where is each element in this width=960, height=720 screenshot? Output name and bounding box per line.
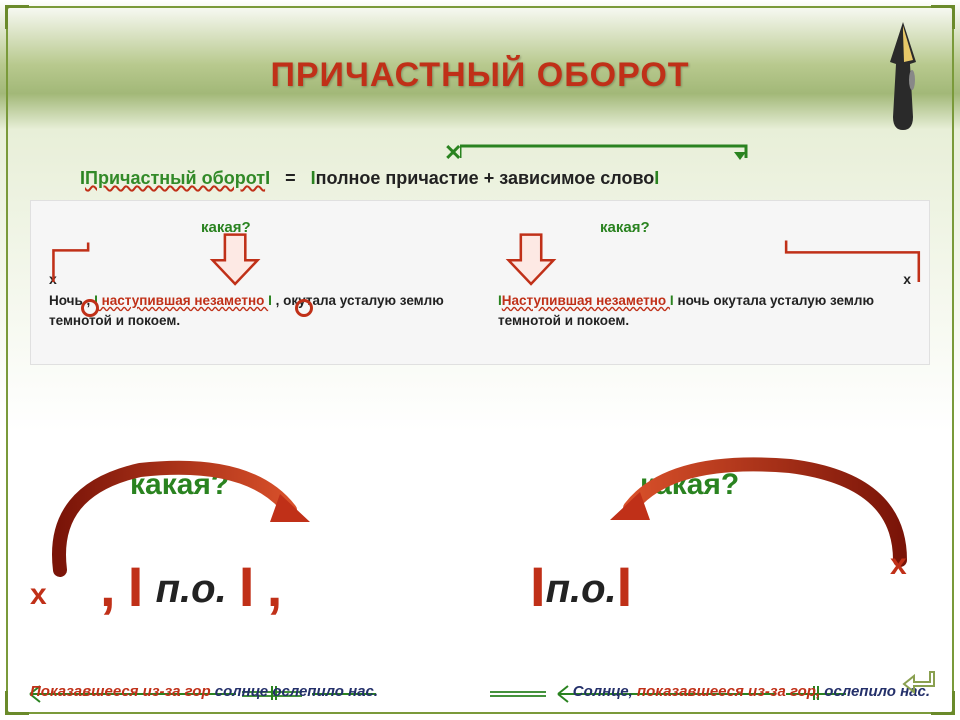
- panel-left: какая? х Ночь , I наступившая незаметно …: [31, 201, 480, 364]
- bar-l2: I: [268, 293, 272, 308]
- panel-right: какая? х IНаступившая незаметно I ночь о…: [480, 201, 929, 364]
- examples-panel: какая? х Ночь , I наступившая незаметно …: [30, 200, 930, 365]
- bar-r-2: I: [670, 293, 674, 308]
- sl-comma-1: ,: [100, 555, 116, 618]
- comma-circle-1: [81, 299, 99, 317]
- ex-r-po: Наступившая незаметно: [502, 293, 670, 308]
- br-1: Солнце,: [573, 683, 637, 700]
- x-right: х: [903, 269, 911, 290]
- formula-lhs: Причастный оборот: [85, 168, 265, 188]
- formula-row: IПричастный оборотI = Iполное причастие …: [80, 168, 900, 189]
- q-right: какая?: [600, 217, 650, 240]
- bottom-left-sentence: Показавшееся из-за гор солнце ослепило н…: [30, 683, 378, 700]
- formula-plus: +: [484, 168, 495, 188]
- panel-right-arrows: [480, 201, 929, 364]
- schema-left: какая? х , I п.о. I ,: [0, 450, 480, 680]
- br-hl: показавшееся из-за гор,: [637, 683, 820, 700]
- panel-left-arrows: [31, 201, 480, 364]
- corner-tl: [5, 5, 29, 29]
- sl-bar-2: I: [239, 555, 255, 618]
- corner-bl: [5, 691, 29, 715]
- schema-right: какая? Iп.о.I х: [480, 450, 960, 680]
- sl-bar-1: I: [128, 555, 144, 618]
- q-left: какая?: [201, 217, 251, 240]
- sl-po: п.о.: [156, 567, 227, 611]
- schema-left-q: какая?: [130, 468, 229, 502]
- bar-right: I: [265, 168, 270, 188]
- formula-rhs2: зависимое слово: [499, 168, 654, 188]
- schema-left-x: х: [30, 578, 47, 612]
- page-title: ПРИЧАСТНЫЙ ОБОРОТ: [0, 56, 960, 95]
- green-dependency-bracket: [460, 144, 748, 162]
- schema-left-line: , I п.о. I ,: [100, 550, 282, 615]
- sr-bar-2: I: [617, 555, 633, 618]
- schema-right-x: х: [890, 548, 907, 582]
- formula-rhs1: полное причастие: [316, 168, 479, 188]
- bar-r2: I: [654, 168, 659, 188]
- sr-bar-1: I: [530, 555, 546, 618]
- comma-circle-2: [295, 299, 313, 317]
- example-right-text: IНаступившая незаметно I ночь окутала ус…: [498, 291, 911, 332]
- schema-right-line: Iп.о.I: [530, 550, 632, 615]
- formula-eq: =: [285, 168, 296, 188]
- schema-right-q: какая?: [640, 468, 739, 502]
- bottom-right-sentence: Солнце, показавшееся из-за гор, ослепило…: [573, 683, 930, 700]
- ex-l-po: наступившая незаметно: [98, 293, 268, 308]
- sl-comma-2: ,: [267, 555, 283, 618]
- schema-area: какая? х , I п.о. I , какая?: [0, 450, 960, 680]
- return-icon[interactable]: [902, 668, 938, 698]
- x-left: х: [49, 269, 57, 290]
- bl-hl: Показавшееся из-за гор: [30, 683, 211, 700]
- bl-rest: солнце ослепило нас.: [211, 683, 378, 700]
- sr-po: п.о.: [546, 567, 617, 611]
- example-left-text: Ночь , I наступившая незаметно I , окута…: [49, 291, 462, 332]
